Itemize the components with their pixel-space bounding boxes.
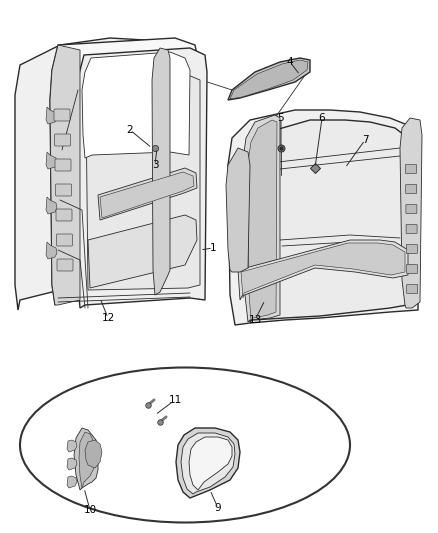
Polygon shape — [82, 52, 190, 158]
Polygon shape — [46, 242, 57, 259]
FancyBboxPatch shape — [406, 224, 417, 233]
Polygon shape — [46, 152, 57, 169]
FancyBboxPatch shape — [55, 159, 71, 171]
FancyBboxPatch shape — [407, 285, 418, 294]
Text: 2: 2 — [127, 125, 133, 135]
Ellipse shape — [20, 367, 350, 522]
Polygon shape — [248, 120, 408, 322]
Polygon shape — [100, 172, 194, 218]
FancyBboxPatch shape — [406, 245, 417, 254]
Polygon shape — [226, 148, 250, 272]
FancyBboxPatch shape — [406, 165, 417, 174]
Polygon shape — [238, 240, 408, 300]
Polygon shape — [400, 118, 422, 308]
Text: 9: 9 — [215, 503, 221, 513]
Text: 10: 10 — [83, 505, 96, 515]
FancyBboxPatch shape — [406, 205, 417, 214]
Polygon shape — [85, 440, 102, 468]
Polygon shape — [181, 433, 235, 494]
Polygon shape — [228, 110, 420, 325]
FancyBboxPatch shape — [56, 209, 72, 221]
Text: 11: 11 — [168, 395, 182, 405]
Polygon shape — [74, 428, 98, 490]
Polygon shape — [67, 458, 77, 470]
Polygon shape — [15, 38, 162, 310]
Polygon shape — [67, 476, 77, 488]
Polygon shape — [86, 75, 200, 290]
Polygon shape — [67, 440, 77, 452]
Polygon shape — [88, 215, 197, 288]
Text: 6: 6 — [319, 113, 325, 123]
Polygon shape — [176, 428, 240, 498]
Text: 1: 1 — [210, 243, 216, 253]
FancyBboxPatch shape — [406, 264, 417, 273]
Text: 5: 5 — [278, 113, 284, 123]
Text: 3: 3 — [152, 160, 158, 170]
Polygon shape — [248, 120, 277, 320]
FancyBboxPatch shape — [56, 184, 71, 196]
Polygon shape — [50, 38, 198, 305]
FancyBboxPatch shape — [57, 259, 73, 271]
FancyBboxPatch shape — [54, 134, 71, 146]
Polygon shape — [228, 58, 310, 100]
Polygon shape — [152, 48, 170, 295]
Polygon shape — [98, 168, 197, 220]
Polygon shape — [79, 432, 94, 488]
Text: 7: 7 — [362, 135, 368, 145]
FancyBboxPatch shape — [57, 234, 73, 246]
FancyBboxPatch shape — [406, 184, 417, 193]
Polygon shape — [241, 243, 405, 298]
Polygon shape — [230, 60, 308, 99]
Polygon shape — [46, 197, 57, 214]
Polygon shape — [46, 107, 57, 124]
Text: 4: 4 — [287, 57, 293, 67]
Polygon shape — [189, 437, 232, 490]
FancyBboxPatch shape — [54, 109, 70, 121]
Text: 13: 13 — [248, 315, 261, 325]
Polygon shape — [76, 48, 207, 308]
Text: 12: 12 — [101, 313, 115, 323]
Polygon shape — [243, 115, 280, 322]
Polygon shape — [50, 45, 80, 305]
